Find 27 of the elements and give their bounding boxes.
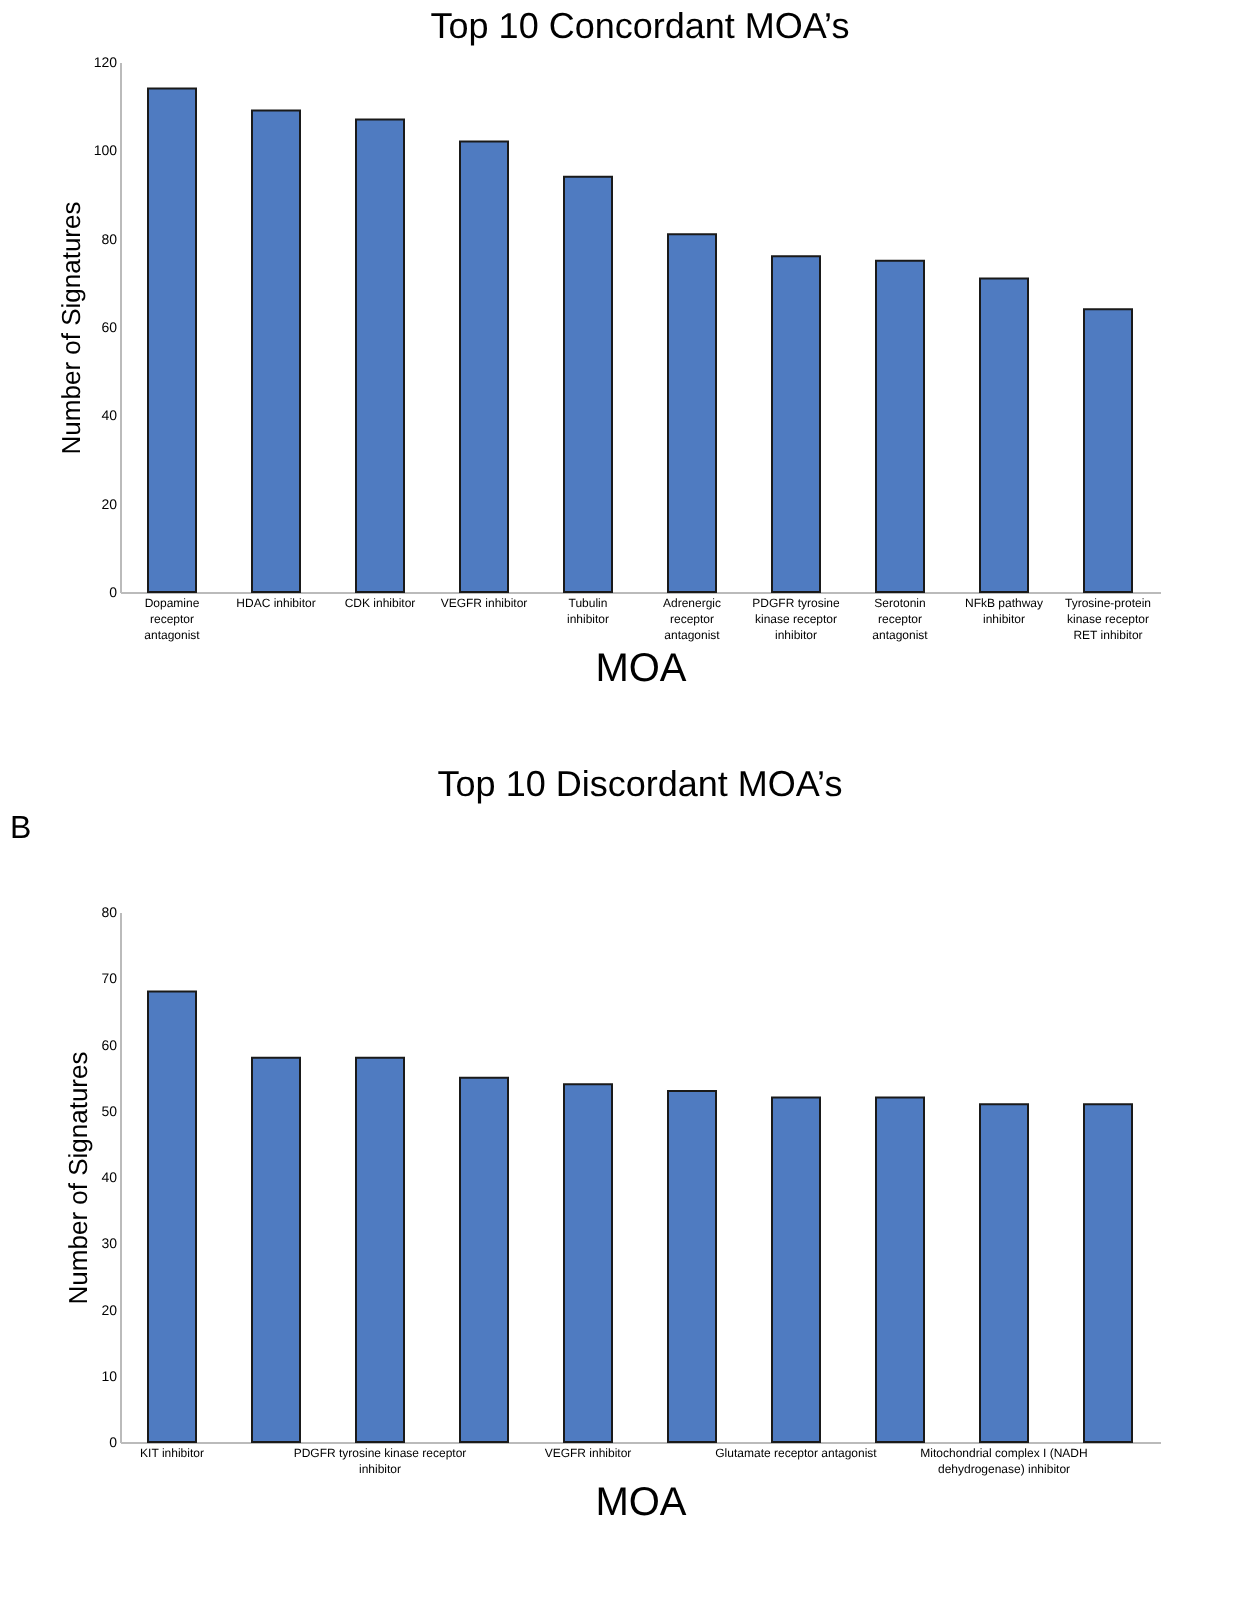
bar: [979, 1103, 1029, 1443]
bar: [355, 118, 405, 593]
bar: [147, 990, 197, 1443]
chart-title: Top 10 Concordant MOA’s: [430, 6, 850, 46]
bar: [1083, 1103, 1133, 1443]
text: B: [10, 812, 32, 846]
bar: [147, 87, 197, 593]
bar: [667, 1089, 717, 1443]
bar: [979, 277, 1029, 593]
chart-title: Top 10 Discordant MOA’s: [437, 764, 843, 804]
bar: [771, 1096, 821, 1443]
bar: [875, 1096, 925, 1443]
bar: [563, 175, 613, 593]
bar: [771, 255, 821, 593]
bar: [355, 1056, 405, 1443]
bar: [251, 109, 301, 593]
bar: [875, 259, 925, 593]
bar: [563, 1083, 613, 1443]
x-axis-title: MOA: [595, 1481, 688, 1525]
y-axis-title: Number of Signatures: [63, 1050, 94, 1305]
bar: [251, 1056, 301, 1443]
bar: [459, 140, 509, 593]
bar: [1083, 308, 1133, 593]
y-axis-title: Number of Signatures: [55, 200, 86, 455]
x-axis-title: MOA: [595, 647, 688, 691]
bar: [667, 233, 717, 593]
bar: [459, 1076, 509, 1443]
